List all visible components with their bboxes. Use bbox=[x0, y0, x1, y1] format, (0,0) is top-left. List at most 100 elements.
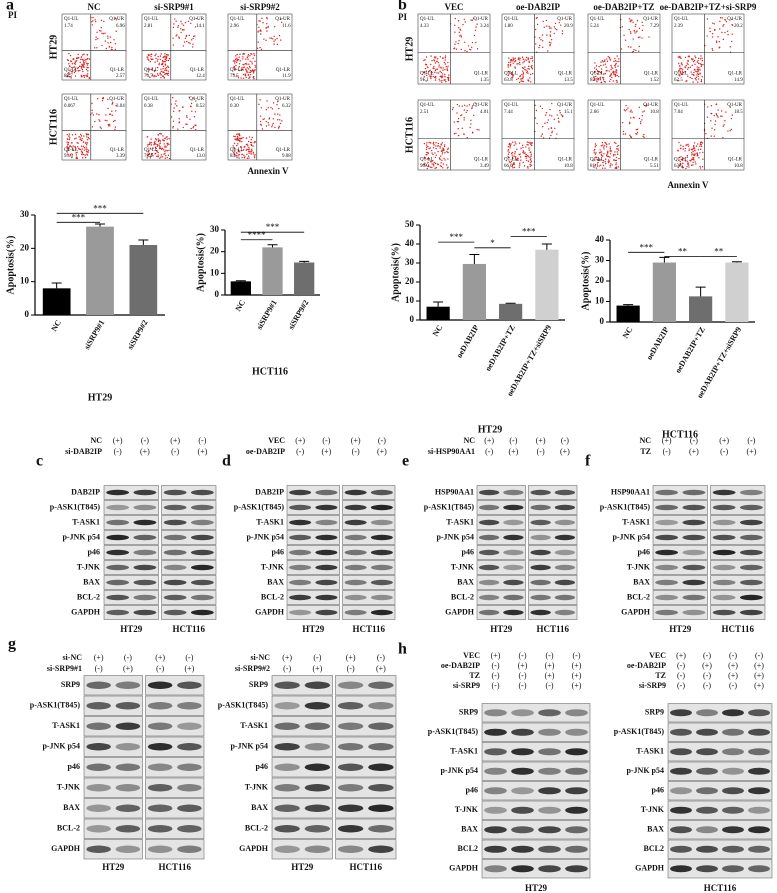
band-label: T-ASK1 bbox=[450, 747, 478, 756]
flow-event bbox=[153, 142, 156, 144]
flow-event bbox=[599, 76, 602, 79]
quadrant-name: Q1-UL bbox=[64, 97, 78, 102]
flow-event bbox=[268, 118, 270, 120]
flow-event bbox=[242, 136, 244, 139]
flow-event bbox=[434, 162, 437, 165]
blot-strip bbox=[528, 575, 578, 590]
flow-event bbox=[163, 71, 165, 74]
flow-event bbox=[87, 62, 89, 65]
flow-event bbox=[114, 128, 116, 131]
flow-event bbox=[252, 75, 255, 78]
flow-event bbox=[172, 127, 174, 129]
band-label: T-ASK1 bbox=[256, 517, 284, 526]
condition-sign: (-) bbox=[185, 653, 193, 662]
blot-band bbox=[739, 549, 763, 556]
flow-event bbox=[155, 139, 158, 141]
flow-event bbox=[685, 167, 687, 170]
condition-label: TZ bbox=[655, 671, 666, 680]
flow-event bbox=[438, 157, 441, 159]
flow-event bbox=[639, 36, 641, 38]
flow-event bbox=[248, 150, 250, 153]
flow-event bbox=[550, 134, 552, 137]
condition-sign: (+) bbox=[123, 664, 133, 673]
band-label: T-JNK bbox=[261, 562, 285, 571]
blot-band bbox=[163, 549, 187, 556]
blot-band bbox=[748, 806, 770, 814]
condition-sign: (+) bbox=[197, 447, 207, 456]
flow-event bbox=[240, 146, 242, 149]
blot-strip bbox=[476, 575, 526, 590]
flow-event bbox=[603, 145, 606, 147]
flow-event bbox=[147, 57, 149, 59]
blot-band bbox=[748, 709, 770, 717]
flow-event bbox=[192, 46, 194, 48]
flow-event bbox=[434, 79, 437, 81]
flow-event bbox=[688, 55, 691, 57]
blot-strip bbox=[103, 515, 159, 530]
blot-band bbox=[682, 594, 706, 601]
y-tick-label: 40 bbox=[595, 234, 605, 244]
blot-strip bbox=[161, 560, 217, 575]
flow-event bbox=[270, 37, 273, 39]
flow-event bbox=[613, 159, 615, 161]
flow-event bbox=[266, 23, 268, 25]
flow-event bbox=[606, 153, 608, 155]
flow-event bbox=[680, 73, 682, 75]
blot-band bbox=[370, 579, 393, 586]
flow-event bbox=[594, 143, 597, 145]
blot-band bbox=[368, 681, 394, 689]
flow-event bbox=[82, 141, 85, 143]
flow-event bbox=[263, 118, 265, 120]
flow-event bbox=[517, 77, 520, 80]
flow-event bbox=[258, 103, 260, 106]
flow-event bbox=[699, 152, 701, 154]
error-bar bbox=[505, 302, 516, 304]
flow-event bbox=[247, 55, 249, 57]
flow-event bbox=[521, 144, 524, 147]
quadrant-value: 18.5 bbox=[734, 110, 743, 115]
flow-event bbox=[107, 107, 109, 110]
flow-event bbox=[249, 150, 251, 153]
flow-event bbox=[630, 46, 632, 48]
blot-band bbox=[538, 865, 561, 873]
blot-band bbox=[337, 784, 364, 792]
blot-band bbox=[554, 609, 576, 616]
flow-event bbox=[700, 145, 703, 148]
flow-event bbox=[150, 144, 153, 146]
condition-sign: (-) bbox=[114, 447, 122, 456]
flow-event bbox=[433, 65, 435, 68]
flow-event bbox=[699, 69, 701, 71]
flow-event bbox=[609, 59, 611, 61]
x-tick-label: oeDAB2IP bbox=[645, 325, 671, 361]
quadrant-name: Q1-UR bbox=[643, 103, 658, 108]
flow-event bbox=[605, 66, 607, 68]
band-label: T-JNK bbox=[57, 783, 81, 792]
flow-event bbox=[461, 105, 463, 107]
blot-strip bbox=[710, 485, 766, 500]
flow-event bbox=[101, 32, 103, 35]
flow-event bbox=[690, 152, 693, 154]
blot-band bbox=[274, 804, 300, 812]
flow-event bbox=[630, 117, 632, 119]
flow-event bbox=[427, 165, 430, 167]
blot-band bbox=[712, 609, 736, 616]
band-label: p46 bbox=[272, 547, 284, 556]
flow-event bbox=[611, 164, 613, 166]
flow-event bbox=[593, 152, 595, 154]
blot-band bbox=[748, 728, 770, 736]
flow-event bbox=[83, 53, 85, 55]
flow-event bbox=[622, 133, 625, 135]
blot-band bbox=[304, 784, 331, 792]
flow-event bbox=[694, 55, 696, 57]
flow-event bbox=[446, 67, 448, 69]
blot-band bbox=[86, 763, 111, 771]
flow-event bbox=[153, 75, 155, 78]
flow-event bbox=[250, 152, 252, 154]
flow-event bbox=[175, 35, 177, 37]
blot-band bbox=[565, 709, 588, 717]
band-label: BCL-2 bbox=[261, 592, 284, 601]
flow-event bbox=[425, 144, 428, 146]
flow-event bbox=[81, 151, 84, 154]
flow-event bbox=[189, 42, 191, 44]
blot-band bbox=[163, 489, 187, 496]
